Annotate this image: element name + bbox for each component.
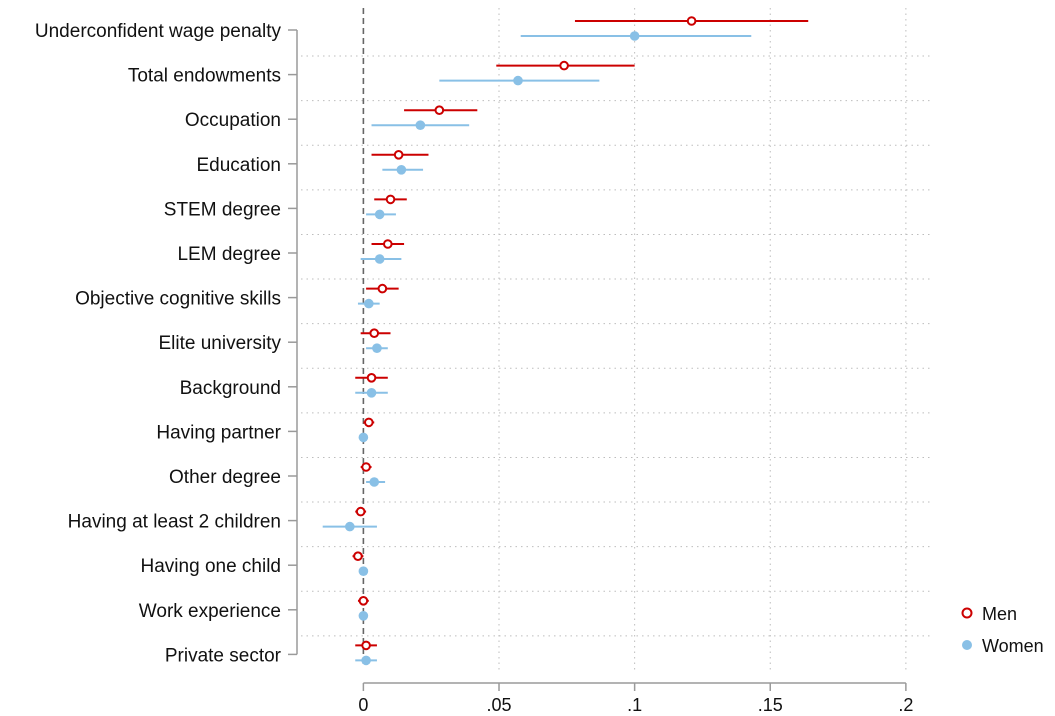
point-men <box>353 551 363 562</box>
series-marks <box>322 16 809 666</box>
point-women <box>513 75 523 86</box>
point-men <box>358 596 369 606</box>
legend-marker-men <box>961 607 973 619</box>
legend-label-men: Men <box>982 604 1017 624</box>
category-label: Having at least 2 children <box>68 512 281 533</box>
point-women <box>374 254 385 264</box>
category-label: Occupation <box>185 110 281 131</box>
category-label: Work experience <box>139 601 281 622</box>
point-men <box>361 462 371 472</box>
point-men <box>382 239 393 249</box>
category-label: Education <box>196 155 281 176</box>
point-men <box>364 417 374 428</box>
category-label: Underconfident wage penalty <box>35 21 282 42</box>
category-label: Total endowments <box>128 66 281 87</box>
legend-label-women: Women <box>982 636 1044 656</box>
point-men <box>369 328 380 339</box>
legend-marker-women <box>962 640 972 650</box>
point-women <box>366 388 377 398</box>
category-label: STEM degree <box>164 199 281 220</box>
point-women <box>415 120 426 130</box>
category-label: Elite university <box>159 333 282 354</box>
point-women <box>358 432 369 443</box>
x-tick-label: .15 <box>758 695 783 715</box>
point-men <box>559 60 569 71</box>
point-men <box>377 283 388 294</box>
point-women <box>358 566 369 576</box>
point-men <box>686 16 697 26</box>
point-women <box>374 209 385 220</box>
point-women <box>629 31 640 41</box>
point-women <box>361 655 371 666</box>
point-men <box>361 640 371 651</box>
point-men <box>385 194 396 205</box>
x-tick-label: .2 <box>898 695 913 715</box>
point-women <box>345 521 355 532</box>
point-men <box>366 373 377 383</box>
gridlines <box>301 8 933 670</box>
point-women <box>364 298 374 309</box>
category-label: Having one child <box>141 556 281 577</box>
point-men <box>393 150 404 160</box>
point-men <box>355 506 366 517</box>
category-label: Other degree <box>169 467 281 488</box>
x-axis: 0 .05 .1 .15 .2 <box>358 682 913 715</box>
x-tick-label: .1 <box>627 695 642 715</box>
point-women <box>372 343 382 354</box>
point-women <box>358 611 369 621</box>
category-label: Private sector <box>165 645 282 666</box>
x-tick-label: 0 <box>358 695 368 715</box>
category-label: Objective cognitive skills <box>75 289 281 310</box>
category-label: Having partner <box>156 422 281 443</box>
y-axis: Underconfident wage penalty Total endowme… <box>35 21 298 666</box>
category-label: LEM degree <box>177 244 281 265</box>
category-label: Background <box>180 378 281 399</box>
point-women <box>396 165 407 175</box>
point-men <box>434 105 445 115</box>
point-women <box>369 477 380 487</box>
x-tick-label: .05 <box>486 695 511 715</box>
legend: Men Women <box>961 604 1044 656</box>
